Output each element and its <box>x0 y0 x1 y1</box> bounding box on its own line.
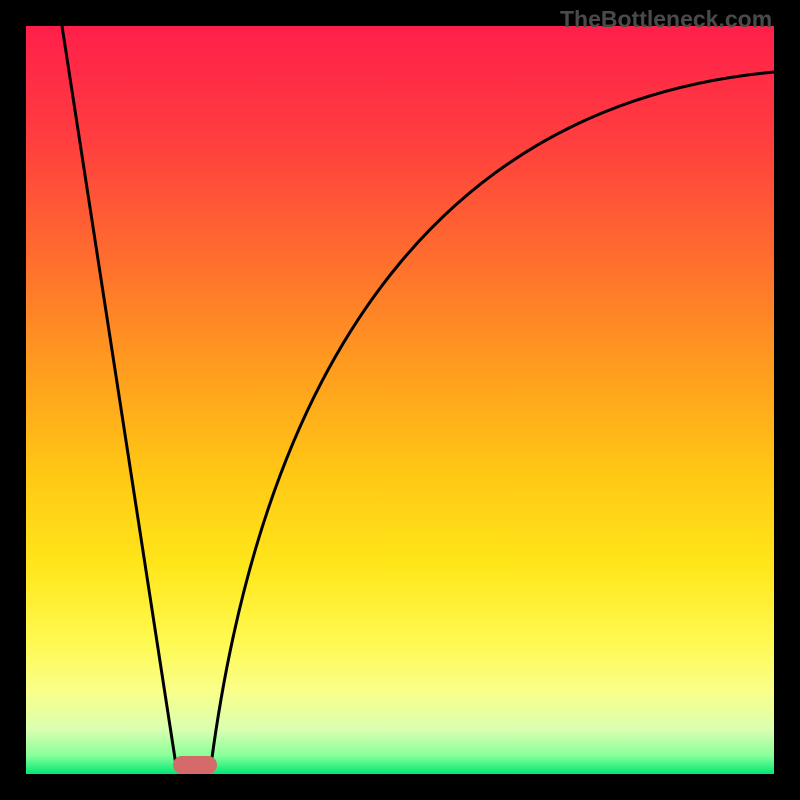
border-right <box>774 0 800 800</box>
curve-layer <box>26 26 774 774</box>
watermark-text: TheBottleneck.com <box>560 6 772 33</box>
left-descent-line <box>62 26 176 765</box>
right-recovery-curve <box>211 72 774 765</box>
chart-container: TheBottleneck.com <box>0 0 800 800</box>
plot-area <box>26 26 774 774</box>
border-left <box>0 0 26 800</box>
border-bottom <box>0 774 800 800</box>
minimum-marker <box>173 756 217 774</box>
